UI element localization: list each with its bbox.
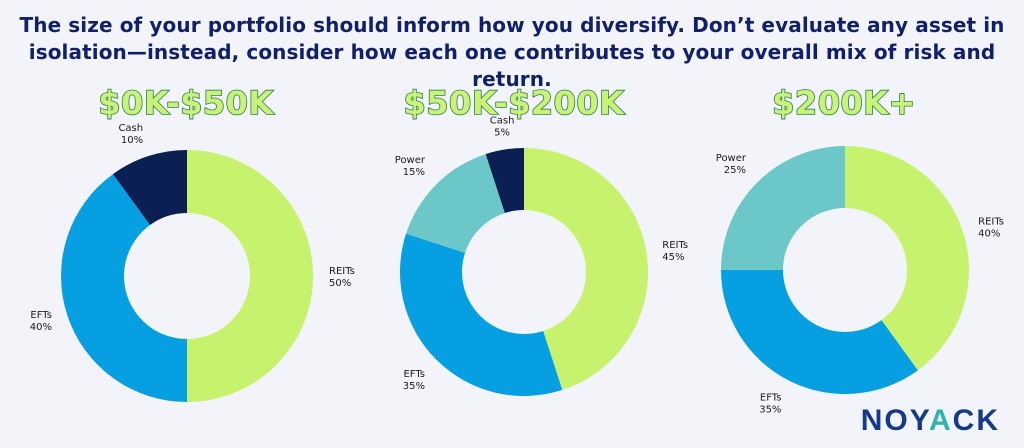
slice-reits-2 xyxy=(524,148,648,390)
slice-value-efts-2: 35% xyxy=(403,381,425,392)
tier-title-1: $0K-$50K xyxy=(97,83,274,123)
tier-title-3: $200K+ xyxy=(771,83,916,123)
slice-label-reits-3: REITs xyxy=(978,217,1004,228)
slice-value-reits-1: 50% xyxy=(329,278,351,289)
slice-efts-3 xyxy=(721,270,918,394)
slice-value-power-2: 15% xyxy=(403,167,425,178)
slice-label-power-2: Power xyxy=(395,155,426,166)
slice-label-efts-1: EFTs xyxy=(30,310,52,321)
slice-value-cash-1: 10% xyxy=(121,135,143,146)
slice-label-cash-1: Cash xyxy=(118,123,143,134)
slice-value-reits-3: 40% xyxy=(978,229,1000,240)
slice-power-3 xyxy=(721,146,845,270)
headline-line-1: The size of your portfolio should inform… xyxy=(19,13,1005,37)
slice-label-power-3: Power xyxy=(716,153,747,164)
slice-value-efts-3: 35% xyxy=(759,405,781,416)
slice-efts-2 xyxy=(400,233,563,396)
slice-label-reits-2: REITs xyxy=(662,240,688,251)
slice-efts-1 xyxy=(60,174,187,402)
noyack-logo: NOYACK xyxy=(861,404,1000,438)
slice-label-cash-2: Cash xyxy=(490,116,515,127)
slice-power-2 xyxy=(406,154,505,253)
headline-line-2: isolation—instead, consider how each one… xyxy=(28,40,996,91)
slice-label-reits-1: REITs xyxy=(329,266,355,277)
headline: The size of your portfolio should inform… xyxy=(0,12,1024,93)
logo-part-1: NOY xyxy=(860,404,929,437)
slice-cash-1 xyxy=(112,150,187,226)
slice-reits-1 xyxy=(187,150,313,402)
tier-title-2: $50K-$200K xyxy=(403,83,625,123)
slice-value-power-3: 25% xyxy=(724,165,746,176)
slice-value-reits-2: 45% xyxy=(662,252,684,263)
logo-part-2: A xyxy=(928,404,953,437)
slice-label-efts-3: EFTs xyxy=(760,393,782,404)
slice-label-efts-2: EFTs xyxy=(403,369,425,380)
slice-value-cash-2: 5% xyxy=(494,128,510,139)
slice-cash-2 xyxy=(485,148,524,214)
slice-value-efts-1: 40% xyxy=(30,322,52,333)
slice-reits-3 xyxy=(845,146,969,371)
logo-part-3: CK xyxy=(952,404,1000,437)
